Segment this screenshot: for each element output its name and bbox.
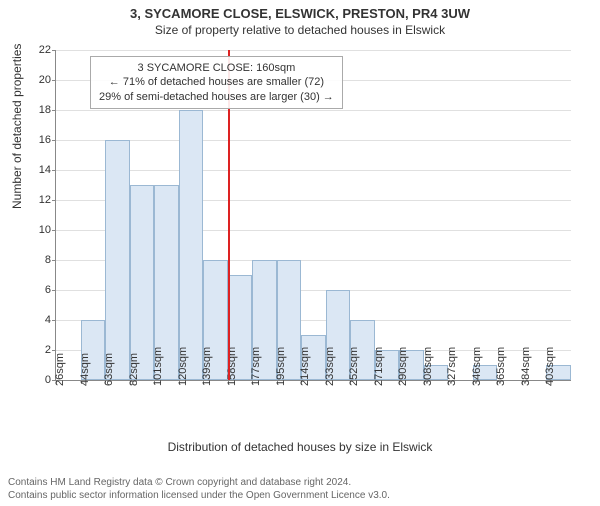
attribution-footer: Contains HM Land Registry data © Crown c… — [8, 477, 390, 502]
property-annotation-box: 3 SYCAMORE CLOSE: 160sqm ← 71% of detach… — [90, 56, 343, 109]
y-tick-label: 4 — [45, 314, 56, 326]
annotation-larger: 29% of semi-detached houses are larger (… — [99, 90, 334, 104]
x-tick-label: 120sqm — [177, 347, 189, 386]
x-tick-label: 101sqm — [152, 347, 164, 386]
x-tick-label: 252sqm — [348, 347, 360, 386]
y-tick-label: 10 — [39, 224, 56, 236]
histogram-bar — [105, 140, 130, 380]
gridline — [56, 110, 571, 111]
y-tick-label: 6 — [45, 284, 56, 296]
y-axis-label: Number of detached properties — [10, 44, 24, 209]
y-tick-label: 12 — [39, 194, 56, 206]
gridline — [56, 140, 571, 141]
x-tick-label: 177sqm — [250, 347, 262, 386]
x-tick-label: 308sqm — [422, 347, 434, 386]
x-tick-label: 346sqm — [471, 347, 483, 386]
x-axis-label: Distribution of detached houses by size … — [0, 440, 600, 454]
chart-address-title: 3, SYCAMORE CLOSE, ELSWICK, PRESTON, PR4… — [0, 6, 600, 21]
x-tick-label: 44sqm — [79, 353, 91, 386]
x-tick-label: 139sqm — [201, 347, 213, 386]
y-tick-label: 8 — [45, 254, 56, 266]
x-tick-label: 233sqm — [324, 347, 336, 386]
x-tick-label: 195sqm — [275, 347, 287, 386]
y-tick-label: 14 — [39, 164, 56, 176]
x-tick-label: 365sqm — [495, 347, 507, 386]
annotation-size: 3 SYCAMORE CLOSE: 160sqm — [99, 61, 334, 75]
x-tick-label: 327sqm — [446, 347, 458, 386]
x-tick-label: 82sqm — [128, 353, 140, 386]
footer-line1: Contains HM Land Registry data © Crown c… — [8, 477, 390, 490]
histogram-bar — [130, 185, 155, 380]
y-tick-label: 20 — [39, 74, 56, 86]
x-tick-label: 26sqm — [54, 353, 66, 386]
annotation-smaller: ← 71% of detached houses are smaller (72… — [99, 75, 334, 89]
x-tick-label: 290sqm — [397, 347, 409, 386]
x-tick-label: 63sqm — [103, 353, 115, 386]
x-tick-label: 271sqm — [373, 347, 385, 386]
x-tick-label: 214sqm — [299, 347, 311, 386]
gridline — [56, 50, 571, 51]
histogram-bar — [179, 110, 204, 380]
gridline — [56, 170, 571, 171]
x-tick-label: 384sqm — [520, 347, 532, 386]
y-tick-label: 18 — [39, 104, 56, 116]
y-tick-label: 22 — [39, 44, 56, 56]
chart-subtitle: Size of property relative to detached ho… — [0, 23, 600, 37]
y-tick-label: 16 — [39, 134, 56, 146]
footer-line2: Contains public sector information licen… — [8, 490, 390, 503]
x-tick-label: 403sqm — [544, 347, 556, 386]
